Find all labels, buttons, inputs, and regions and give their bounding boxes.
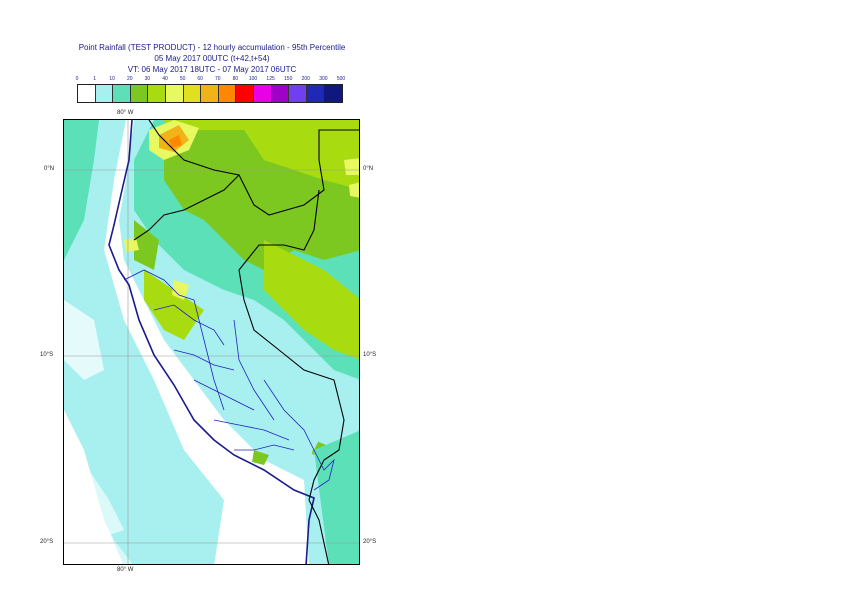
legend-color-5 — [165, 85, 184, 102]
legend-label: 300 — [319, 76, 328, 82]
legend-color-10 — [253, 85, 272, 102]
lat-label-right-0: 0°N — [363, 166, 374, 172]
legend-label: 100 — [248, 76, 258, 82]
lat-label-right-20: 20°S — [363, 539, 377, 545]
legend-label: 70 — [215, 76, 221, 82]
lon-label-bottom: 80° W — [117, 567, 134, 573]
legend-label: 50 — [179, 76, 186, 82]
legend-color-11 — [271, 85, 290, 102]
legend-label: 150 — [284, 76, 293, 82]
lat-label-left-20: 20°S — [40, 539, 54, 545]
map-run-time: 05 May 2017 00UTC (t+42,t+54) — [154, 54, 270, 63]
legend-color-4 — [148, 85, 166, 102]
legend-label: 1 — [93, 76, 96, 82]
legend-label: 200 — [301, 76, 310, 82]
legend-color-1 — [95, 85, 114, 102]
map-title: Point Rainfall (TEST PRODUCT) - 12 hourl… — [78, 43, 346, 52]
legend-color-6 — [183, 85, 202, 102]
legend-color-3 — [130, 85, 149, 102]
rainfall-map — [63, 119, 360, 565]
legend-label: 125 — [266, 76, 275, 82]
legend-label: 0 — [75, 76, 79, 82]
legend-labels: 0 1 10 20 30 40 50 60 70 80 100 125 150 200 300 500 — [70, 76, 360, 84]
land-rain-areas — [119, 120, 359, 564]
legend-label: 40 — [162, 76, 168, 82]
legend-color-7 — [201, 85, 219, 102]
admin-boundaries — [123, 269, 335, 491]
ocean-rain-areas — [64, 120, 224, 564]
legend-color-12 — [289, 85, 307, 102]
legend-label: 20 — [127, 76, 133, 82]
lat-label-left-10: 10°S — [40, 352, 54, 358]
legend-color-13 — [306, 85, 325, 102]
legend-color-2 — [113, 85, 131, 102]
legend-color-14 — [324, 85, 342, 102]
legend-label: 80 — [232, 76, 239, 82]
legend-color-0 — [78, 85, 96, 102]
lat-label-left-0: 0°N — [44, 166, 55, 172]
legend-label: 10 — [109, 76, 115, 82]
legend-color-9 — [236, 85, 254, 102]
legend-color-8 — [218, 85, 237, 102]
national-borders — [133, 120, 359, 564]
lon-label-top: 80° W — [117, 110, 134, 116]
color-legend — [77, 84, 343, 103]
lat-label-right-10: 10°S — [363, 352, 377, 358]
legend-label: 500 — [336, 76, 346, 82]
legend-label: 60 — [197, 76, 203, 82]
map-valid-time: VT: 06 May 2017 18UTC - 07 May 2017 06UT… — [127, 65, 297, 74]
map-canvas — [64, 120, 359, 564]
legend-label: 30 — [144, 76, 151, 82]
coastline — [108, 120, 315, 564]
